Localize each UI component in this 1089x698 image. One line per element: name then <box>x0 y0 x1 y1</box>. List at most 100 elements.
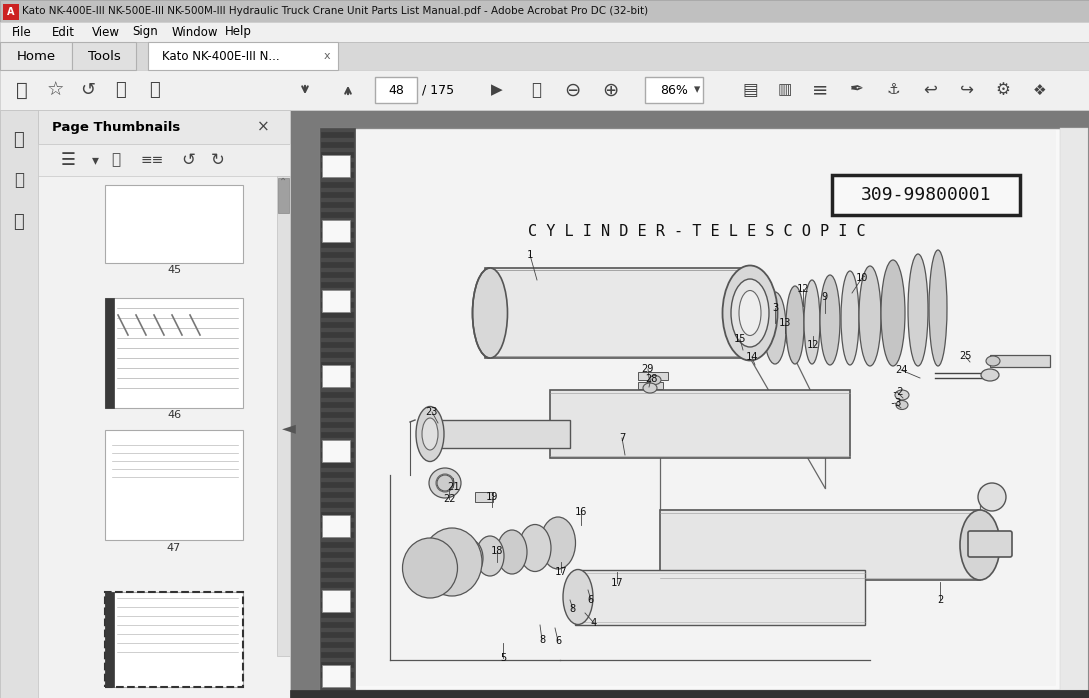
Text: 12: 12 <box>807 340 819 350</box>
Ellipse shape <box>960 510 1000 580</box>
Text: ≡: ≡ <box>811 80 829 100</box>
Ellipse shape <box>423 528 482 596</box>
Bar <box>321 572 353 577</box>
Bar <box>105 592 243 687</box>
Bar <box>638 382 663 389</box>
Ellipse shape <box>895 390 909 400</box>
Bar <box>321 202 353 207</box>
Text: ×: × <box>257 119 269 135</box>
Bar <box>321 142 353 147</box>
Text: Kato NK-400E-III NK-500E-III NK-500M-III Hydraulic Truck Crane Unit Parts List M: Kato NK-400E-III NK-500E-III NK-500M-III… <box>22 6 648 16</box>
Bar <box>321 662 353 667</box>
Ellipse shape <box>643 383 657 393</box>
Bar <box>321 162 353 167</box>
Text: 📋: 📋 <box>14 131 24 149</box>
Ellipse shape <box>764 292 786 364</box>
Bar <box>0 22 1089 42</box>
Text: ⚙: ⚙ <box>995 81 1011 99</box>
Bar <box>321 472 353 477</box>
Text: 28: 28 <box>645 374 658 384</box>
Ellipse shape <box>786 286 804 364</box>
Bar <box>321 382 353 387</box>
Bar <box>0 70 1089 110</box>
Text: File: File <box>12 26 32 38</box>
Bar <box>320 128 1065 690</box>
Bar <box>321 632 353 637</box>
Bar <box>290 690 1089 698</box>
Bar <box>321 192 353 197</box>
Bar <box>321 652 353 657</box>
Text: Sign: Sign <box>132 26 158 38</box>
Ellipse shape <box>423 418 438 450</box>
Bar <box>645 77 703 103</box>
Text: 16: 16 <box>575 507 587 517</box>
Text: -2: -2 <box>891 387 903 397</box>
Ellipse shape <box>457 540 484 577</box>
Text: 23: 23 <box>426 407 438 417</box>
Text: Page Thumbnails: Page Thumbnails <box>52 121 181 133</box>
Bar <box>1060 128 1088 690</box>
Bar <box>321 602 353 607</box>
Ellipse shape <box>986 356 1000 366</box>
Bar <box>321 362 353 367</box>
Text: 17: 17 <box>554 567 567 577</box>
Text: 8: 8 <box>539 635 546 645</box>
Text: Window: Window <box>172 26 219 38</box>
Text: ⎙: ⎙ <box>16 80 28 100</box>
Bar <box>38 110 290 698</box>
Text: Edit: Edit <box>52 26 75 38</box>
Ellipse shape <box>881 260 905 366</box>
Circle shape <box>437 475 453 491</box>
Bar <box>321 462 353 467</box>
Ellipse shape <box>473 268 507 358</box>
Text: 86%: 86% <box>660 84 688 96</box>
Bar <box>321 562 353 567</box>
Text: ☆: ☆ <box>46 80 64 100</box>
Text: 46: 46 <box>167 410 181 420</box>
Ellipse shape <box>722 265 778 360</box>
Text: 1: 1 <box>527 250 534 260</box>
Ellipse shape <box>841 271 859 365</box>
Bar <box>0 42 72 70</box>
Bar <box>105 298 243 408</box>
Text: -3: -3 <box>889 398 902 408</box>
Bar <box>321 292 353 297</box>
Text: 48: 48 <box>388 84 404 96</box>
Bar <box>832 175 1020 215</box>
Bar <box>475 492 493 502</box>
Bar <box>575 570 865 625</box>
Bar <box>321 312 353 317</box>
Text: 📎: 📎 <box>14 213 24 231</box>
Ellipse shape <box>804 280 820 364</box>
Ellipse shape <box>476 536 504 576</box>
Bar <box>321 552 353 557</box>
Bar <box>321 612 353 617</box>
Bar <box>321 522 353 527</box>
Bar <box>322 665 350 687</box>
Text: 4: 4 <box>591 618 597 628</box>
Bar <box>321 672 353 677</box>
Ellipse shape <box>731 279 769 347</box>
Text: ✋: ✋ <box>531 81 541 99</box>
Bar <box>322 155 350 177</box>
Bar <box>321 212 353 217</box>
Text: 45: 45 <box>167 265 181 275</box>
Bar <box>322 290 350 312</box>
Text: x: x <box>323 51 330 61</box>
Ellipse shape <box>563 570 594 625</box>
Bar <box>321 342 353 347</box>
Bar <box>148 42 338 70</box>
Text: 6: 6 <box>588 595 595 605</box>
Text: 309-99800001: 309-99800001 <box>860 186 991 204</box>
Ellipse shape <box>497 530 527 574</box>
Bar <box>550 390 851 458</box>
Bar <box>321 432 353 437</box>
Bar <box>321 252 353 257</box>
Bar <box>355 130 1055 685</box>
Text: 25: 25 <box>958 351 971 361</box>
Text: ▤: ▤ <box>742 81 758 99</box>
Text: ↻: ↻ <box>211 151 225 169</box>
Ellipse shape <box>540 517 575 569</box>
FancyBboxPatch shape <box>968 531 1012 557</box>
Ellipse shape <box>859 266 881 366</box>
